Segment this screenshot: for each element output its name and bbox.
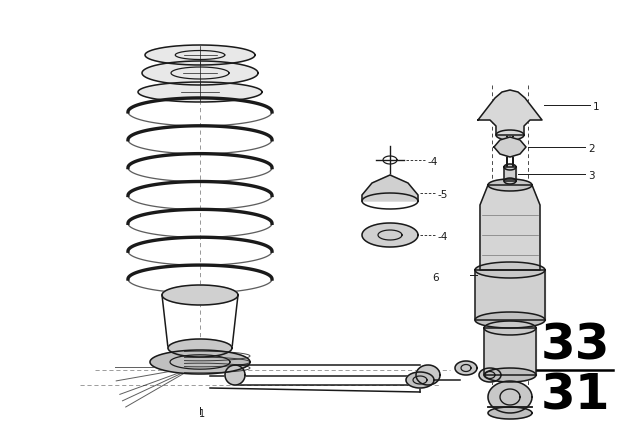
Polygon shape: [475, 262, 545, 278]
Polygon shape: [225, 365, 245, 385]
Polygon shape: [362, 223, 418, 247]
Polygon shape: [475, 312, 545, 328]
Polygon shape: [150, 350, 250, 374]
Polygon shape: [500, 140, 520, 150]
Polygon shape: [504, 167, 516, 181]
Polygon shape: [416, 365, 440, 385]
Polygon shape: [142, 61, 258, 85]
Polygon shape: [488, 179, 532, 191]
Polygon shape: [504, 164, 516, 170]
Polygon shape: [479, 368, 501, 382]
Polygon shape: [138, 82, 262, 102]
Polygon shape: [168, 339, 232, 357]
Text: -4: -4: [427, 157, 437, 167]
Polygon shape: [484, 328, 536, 375]
Text: 1: 1: [593, 102, 600, 112]
Text: -4: -4: [437, 232, 447, 242]
Polygon shape: [406, 372, 434, 388]
Polygon shape: [455, 361, 477, 375]
Polygon shape: [504, 178, 516, 184]
Polygon shape: [475, 270, 545, 320]
Text: 33: 33: [540, 321, 610, 369]
Polygon shape: [488, 381, 532, 413]
Polygon shape: [162, 285, 238, 305]
Text: 2: 2: [588, 144, 595, 154]
Text: 31: 31: [540, 371, 610, 419]
Text: -5: -5: [437, 190, 447, 200]
Polygon shape: [496, 130, 524, 140]
Polygon shape: [478, 90, 542, 135]
Polygon shape: [494, 137, 526, 157]
Polygon shape: [362, 175, 418, 201]
Text: 6: 6: [432, 273, 438, 283]
Polygon shape: [484, 368, 536, 382]
Polygon shape: [484, 321, 536, 335]
Text: 3: 3: [588, 171, 595, 181]
Polygon shape: [145, 45, 255, 65]
Text: 1: 1: [199, 409, 205, 419]
Polygon shape: [480, 185, 540, 270]
Polygon shape: [488, 407, 532, 419]
